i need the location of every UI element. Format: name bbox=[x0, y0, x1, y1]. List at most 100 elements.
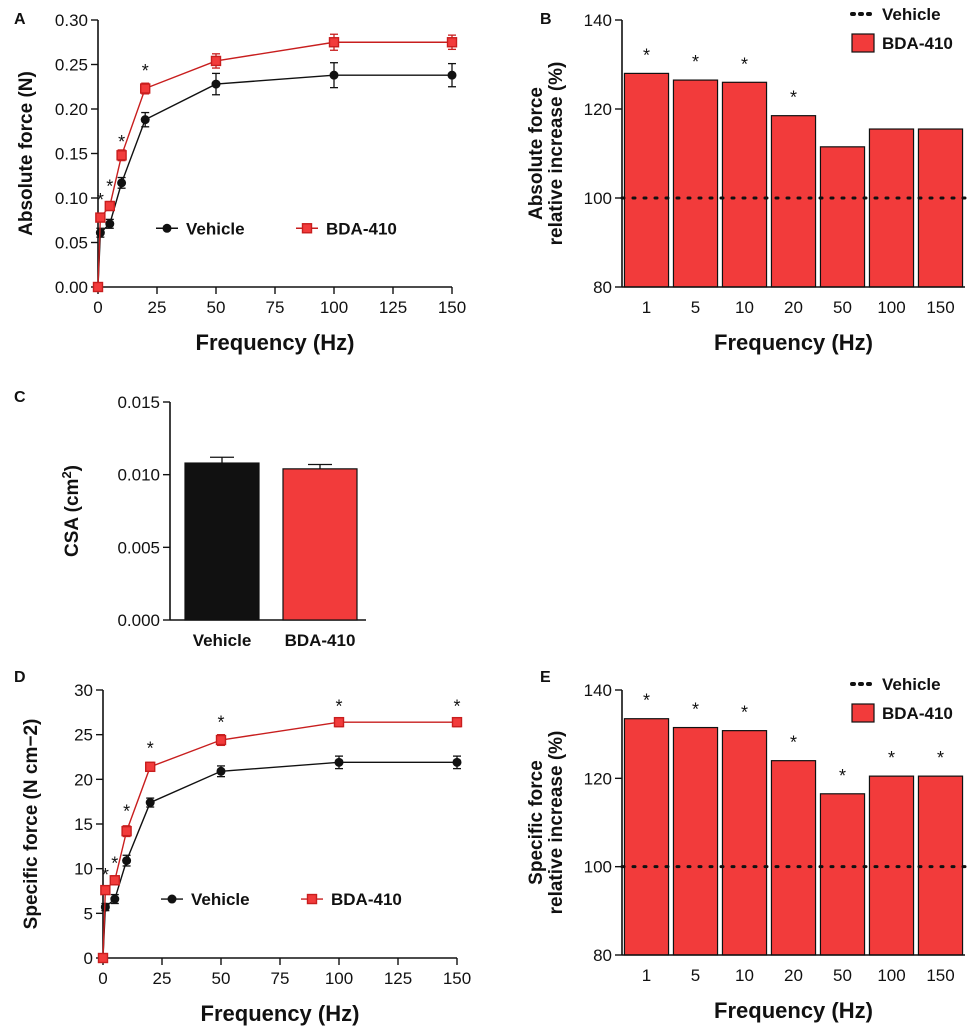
data-point-bda-410 bbox=[97, 952, 109, 964]
y-tick-label: 0.30 bbox=[55, 11, 88, 30]
x-tick-label: 50 bbox=[212, 969, 231, 988]
bar-10 bbox=[721, 81, 768, 288]
legend-label-vehicle: Vehicle bbox=[191, 890, 250, 909]
bar-5 bbox=[672, 79, 719, 288]
y-tick-label: 0.000 bbox=[117, 611, 160, 630]
y-tick-label: 25 bbox=[74, 726, 93, 745]
x-tick-label: 10 bbox=[735, 966, 754, 985]
bar-50 bbox=[819, 793, 866, 956]
y-axis-title: Absolute force bbox=[526, 87, 547, 220]
significance-star: * bbox=[643, 45, 650, 65]
significance-star: * bbox=[111, 854, 118, 874]
y-tick-label: 0.15 bbox=[55, 145, 88, 164]
y-axis-title: CSA (cm2) bbox=[59, 465, 83, 557]
significance-star: * bbox=[643, 691, 650, 711]
y-tick-label: 0.005 bbox=[117, 538, 160, 557]
x-tick-label: 75 bbox=[271, 969, 290, 988]
legend-label-bda-410: BDA-410 bbox=[882, 34, 953, 53]
legend-marker-bda-410 bbox=[851, 33, 875, 53]
legend-marker-bda-410 bbox=[851, 703, 875, 723]
significance-star: * bbox=[839, 766, 846, 786]
x-tick-label: 50 bbox=[833, 298, 852, 317]
x-tick-label: 1 bbox=[642, 966, 651, 985]
data-point-vehicle bbox=[117, 178, 127, 188]
x-axis-title: Frequency (Hz) bbox=[196, 330, 355, 355]
data-point-bda-410 bbox=[139, 83, 151, 94]
bar-100 bbox=[868, 128, 915, 288]
y-axis-title: Absolute force (N) bbox=[16, 71, 37, 236]
x-tick-label: 100 bbox=[320, 298, 348, 317]
x-tick-label: 0 bbox=[98, 969, 107, 988]
x-axis-title: Frequency (Hz) bbox=[714, 330, 873, 355]
series-line-bda-410 bbox=[102, 721, 457, 959]
bar-5 bbox=[672, 726, 719, 956]
bar-20 bbox=[770, 115, 817, 288]
legend-label-vehicle: Vehicle bbox=[882, 675, 941, 694]
data-point-bda-410 bbox=[95, 212, 106, 223]
significance-star: * bbox=[453, 696, 460, 716]
y-tick-label: 140 bbox=[584, 11, 612, 30]
y-axis-title: Specific force (N cm−2) bbox=[21, 719, 42, 930]
legend-label-bda-410: BDA-410 bbox=[331, 890, 402, 909]
x-tick-label: 20 bbox=[784, 298, 803, 317]
y-tick-label: 100 bbox=[584, 189, 612, 208]
x-tick-label: 20 bbox=[784, 966, 803, 985]
panel-label-d: D bbox=[14, 669, 26, 686]
data-point-bda-410 bbox=[328, 37, 340, 48]
bar-20 bbox=[770, 760, 817, 956]
significance-star: * bbox=[692, 52, 699, 72]
legend-label-bda-410: BDA-410 bbox=[326, 219, 397, 238]
significance-star: * bbox=[692, 700, 699, 720]
data-point-bda-410 bbox=[210, 55, 222, 67]
significance-star: * bbox=[790, 733, 797, 753]
significance-star: * bbox=[123, 802, 130, 822]
bar-10 bbox=[721, 730, 768, 956]
legend-marker-vehicle bbox=[167, 894, 177, 904]
x-tick-label: 100 bbox=[325, 969, 353, 988]
significance-star: * bbox=[97, 190, 104, 210]
y-tick-label: 0.25 bbox=[55, 56, 88, 75]
y-tick-label: 0.015 bbox=[117, 393, 160, 412]
data-point-bda-410 bbox=[100, 884, 111, 896]
data-point-vehicle bbox=[145, 798, 155, 808]
x-tick-label: 5 bbox=[691, 966, 700, 985]
y-tick-label: 0.20 bbox=[55, 100, 88, 119]
x-tick-label: 150 bbox=[438, 298, 466, 317]
data-point-bda-410 bbox=[446, 37, 458, 48]
y-tick-label: 120 bbox=[584, 769, 612, 788]
data-point-vehicle bbox=[110, 894, 120, 904]
bar-1 bbox=[623, 718, 670, 956]
x-tick-label: 50 bbox=[207, 298, 226, 317]
x-tick-label: 5 bbox=[691, 298, 700, 317]
y-tick-label: 15 bbox=[74, 815, 93, 834]
x-tick-label: Vehicle bbox=[193, 631, 252, 650]
significance-star: * bbox=[102, 865, 109, 885]
significance-star: * bbox=[147, 738, 154, 758]
x-tick-label: 100 bbox=[877, 966, 905, 985]
x-tick-label: 1 bbox=[642, 298, 651, 317]
series-line-vehicle bbox=[102, 761, 457, 959]
x-tick-label: 0 bbox=[93, 298, 102, 317]
legend-marker-bda-410 bbox=[306, 893, 318, 905]
data-point-bda-410 bbox=[215, 734, 227, 746]
data-point-vehicle bbox=[105, 219, 115, 229]
x-tick-label: 150 bbox=[926, 298, 954, 317]
x-tick-label: 150 bbox=[443, 969, 471, 988]
y-tick-label: 30 bbox=[74, 681, 93, 700]
data-point-bda-410 bbox=[109, 875, 121, 886]
y-tick-label: 0.00 bbox=[55, 278, 88, 297]
data-point-vehicle bbox=[140, 115, 150, 125]
bar-50 bbox=[819, 146, 866, 288]
significance-star: * bbox=[741, 703, 748, 723]
bar-vehicle bbox=[184, 462, 260, 621]
x-tick-label: 25 bbox=[153, 969, 172, 988]
y-tick-label: 100 bbox=[584, 858, 612, 877]
data-point-vehicle bbox=[211, 79, 221, 89]
y-tick-label: 20 bbox=[74, 770, 93, 789]
y-tick-label: 0.05 bbox=[55, 234, 88, 253]
significance-star: * bbox=[888, 748, 895, 768]
data-point-vehicle bbox=[334, 757, 344, 767]
significance-star: * bbox=[106, 177, 113, 197]
bar-150 bbox=[917, 128, 964, 288]
